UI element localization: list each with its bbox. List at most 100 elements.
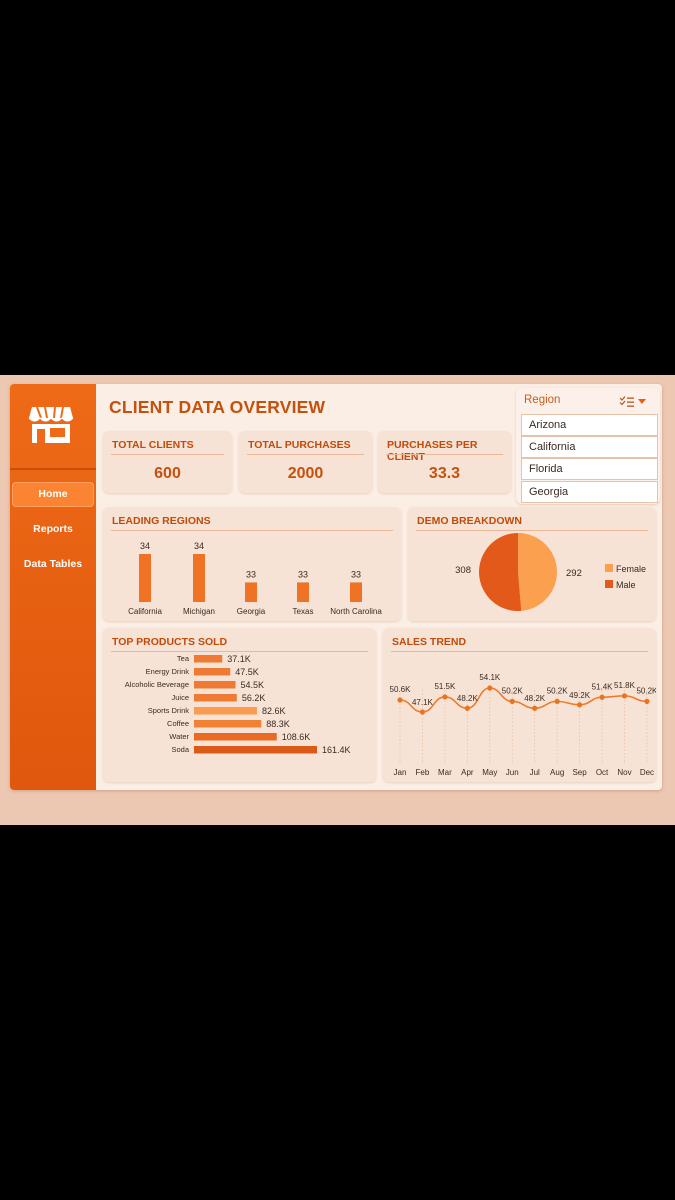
product-bar [194, 668, 231, 676]
trend-point-label: 48.2K [524, 694, 546, 703]
product-bar-value: 56.2K [242, 693, 266, 703]
kpi-label: TOTAL CLIENTS [112, 439, 194, 451]
sidebar: Home Reports Data Tables [10, 384, 96, 790]
x-tick-label: Aug [550, 768, 564, 777]
legend-label: Female [616, 564, 646, 574]
region-bar [350, 582, 362, 602]
region-bar [139, 554, 151, 602]
x-tick-label: Jan [394, 768, 407, 777]
trend-point [397, 697, 403, 703]
sales-trend-card: SALES TREND Jan Feb Mar Apr May Jun Jul Aug Sep O… [383, 628, 656, 782]
trend-point-label: 50.2K [502, 686, 524, 695]
trend-point-label: 50.2K [547, 686, 569, 695]
trend-point-label: 50.2K [636, 686, 656, 695]
product-label: Tea [177, 654, 190, 663]
demo-breakdown-card: DEMO BREAKDOWN 292 308 Female Male [408, 507, 656, 621]
x-tick-label: Nov [617, 768, 631, 777]
nav-reports[interactable]: Reports [33, 523, 73, 535]
region-option[interactable]: Arizona [521, 414, 658, 436]
product-bar [194, 707, 257, 715]
trend-point-label: 49.2K [569, 691, 591, 700]
card-title: DEMO BREAKDOWN [417, 515, 522, 527]
product-bar-value: 47.5K [235, 667, 259, 677]
kpi-value: 33.3 [428, 465, 461, 482]
product-bar [194, 733, 277, 741]
region-option[interactable]: Florida [521, 458, 658, 480]
dashboard: Home Reports Data Tables CLIENT DATA OVE… [10, 384, 662, 790]
x-tick-label: May [482, 768, 497, 777]
product-bar [194, 681, 236, 689]
kpi-value: 2000 [287, 465, 324, 482]
x-tick-label: Oct [596, 768, 609, 777]
sidebar-divider [10, 468, 96, 470]
product-label: Soda [171, 745, 189, 754]
region-bar-value: 33 [246, 569, 256, 579]
x-tick-label: Apr [461, 768, 474, 777]
nav-home[interactable]: Home [13, 483, 93, 506]
kpi-label: TOTAL PURCHASES [248, 439, 351, 451]
legend-label: Male [616, 580, 636, 590]
trend-point-label: 54.1K [479, 673, 501, 682]
trend-point-label: 47.1K [412, 698, 434, 707]
product-label: Water [169, 732, 189, 741]
product-bar [194, 694, 237, 702]
product-label: Coffee [167, 719, 189, 728]
product-label: Energy Drink [146, 667, 190, 676]
card-title: LEADING REGIONS [112, 515, 211, 527]
legend-swatch [605, 564, 613, 572]
x-tick-label: Feb [416, 768, 430, 777]
product-bar-value: 82.6K [262, 706, 286, 716]
trend-point [599, 694, 605, 700]
sales-trend-chart: Jan Feb Mar Apr May Jun Jul Aug Sep Oct Nov Dec 50.6… [390, 673, 656, 777]
pie-slice-male [479, 533, 522, 611]
pie-value-male: 308 [455, 565, 471, 576]
kpi-total-purchases: TOTAL PURCHASES 2000 [239, 431, 372, 493]
region-option[interactable]: California [521, 436, 658, 458]
divider [111, 651, 368, 652]
product-bar-value: 37.1K [227, 654, 251, 664]
pie-slice-female [518, 533, 558, 611]
x-tick-label: Jul [530, 768, 540, 777]
region-filter-label: Region [524, 394, 561, 406]
demo-breakdown-chart: 292 308 Female Male [455, 533, 646, 611]
divider [111, 454, 224, 455]
region-bar-value: 34 [140, 541, 150, 551]
product-bar [194, 746, 317, 754]
trend-point [419, 709, 426, 715]
x-tick-label: Jun [506, 768, 519, 777]
trend-point [442, 694, 448, 700]
page-title: CLIENT DATA OVERVIEW [109, 397, 326, 417]
nav-data-tables[interactable]: Data Tables [23, 558, 83, 570]
top-products-chart: Tea 37.1K Energy Drink 47.5K Alcoholic Bever… [125, 654, 351, 755]
dashboard-photo: Home Reports Data Tables CLIENT DATA OVE… [0, 375, 675, 825]
region-bar-value: 34 [194, 541, 204, 551]
store-icon [28, 406, 74, 443]
kpi-value: 600 [154, 465, 181, 482]
trend-point [464, 705, 470, 711]
divider [386, 454, 503, 455]
region-option[interactable]: Georgia [521, 481, 658, 503]
top-products-card: TOP PRODUCTS SOLD Tea 37.1K Energy Drink 47… [103, 628, 376, 782]
region-bar [193, 554, 205, 602]
region-bar-value: 33 [351, 569, 361, 579]
trend-point [532, 705, 538, 711]
leading-regions-card: LEADING REGIONS 34 California 34 Michigan 33… [103, 507, 401, 621]
trend-point [509, 698, 515, 704]
region-bar-label: North Carolina [330, 607, 382, 616]
card-title: SALES TREND [392, 636, 467, 648]
region-filter: Region Arizona California Florida Georgi… [516, 388, 660, 504]
x-tick-label: Mar [438, 768, 452, 777]
divider [391, 651, 648, 652]
product-bar-value: 161.4K [322, 745, 351, 755]
pie-value-female: 292 [566, 568, 582, 579]
divider [416, 530, 648, 531]
region-bar [245, 582, 257, 602]
divider [247, 454, 364, 455]
product-label: Alcoholic Beverage [125, 680, 189, 689]
trend-point-label: 51.4K [592, 682, 614, 691]
trend-point-label: 50.6K [390, 685, 412, 694]
filter-menu-icon[interactable] [619, 396, 655, 408]
leading-regions-chart: 34 California 34 Michigan 33 Georgia 33 Texas 33… [128, 541, 382, 616]
x-tick-label: Dec [640, 768, 654, 777]
trend-point [644, 698, 650, 704]
